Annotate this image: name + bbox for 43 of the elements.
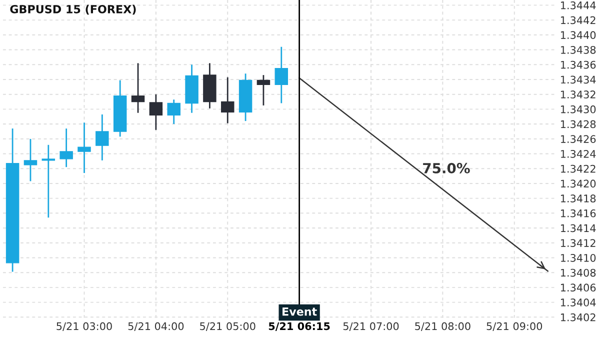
candlestick	[60, 128, 73, 168]
candlestick	[42, 144, 56, 218]
x-tick-label: 5/21 04:00	[128, 322, 184, 331]
candlestick	[131, 63, 145, 113]
candlestick	[24, 138, 38, 182]
chart-title: GBPUSD 15 (FOREX)	[10, 4, 136, 15]
y-tick-label: 1.3406	[561, 284, 596, 292]
annotation: 75.0%	[423, 162, 470, 174]
x-tick-label: 5/21 07:00	[343, 322, 399, 331]
x-tick-label: 5/21 06:15	[268, 322, 330, 331]
y-tick-label: 1.3434	[561, 76, 596, 84]
y-tick-label: 1.3444	[561, 1, 596, 10]
y-tick-label: 1.3432	[561, 90, 596, 98]
candlestick	[274, 46, 288, 104]
y-tick-label: 1.3430	[561, 105, 596, 114]
y-tick-label: 1.3402	[561, 313, 596, 322]
y-tick-label: 1.3408	[561, 268, 596, 277]
candlestick	[221, 77, 234, 124]
candlestick	[149, 94, 163, 130]
x-tick-label: 5/21 08:00	[415, 322, 470, 331]
y-tick-label: 1.3412	[561, 239, 596, 247]
ref-line-label: Event	[282, 307, 317, 316]
y-tick-label: 1.3426	[561, 135, 596, 143]
candlestick	[78, 122, 91, 174]
y-tick-label: 1.3424	[561, 150, 596, 158]
candlestick	[167, 100, 180, 124]
x-tick-label: 5/21 05:00	[200, 322, 256, 331]
y-tick-label: 1.3428	[561, 120, 596, 128]
y-tick-label: 1.3410	[561, 254, 596, 262]
y-tick-label: 1.3404	[561, 298, 596, 306]
x-tick-label: 5/21 09:00	[486, 322, 542, 331]
y-tick-label: 1.3440	[561, 31, 596, 40]
y-tick-label: 1.3414	[561, 224, 596, 232]
candlestick	[96, 114, 109, 160]
x-tick-label: 5/21 03:00	[56, 322, 112, 331]
y-tick-label: 1.3416	[561, 209, 596, 218]
y-tick-label: 1.3420	[561, 180, 596, 188]
y-tick-label: 1.3442	[561, 16, 596, 24]
y-tick-label: 1.3436	[561, 60, 596, 69]
y-tick-label: 1.3422	[561, 164, 596, 173]
candlestick	[256, 75, 270, 106]
y-tick-label: 1.3438	[561, 46, 596, 54]
y-tick-label: 1.3418	[561, 194, 596, 202]
